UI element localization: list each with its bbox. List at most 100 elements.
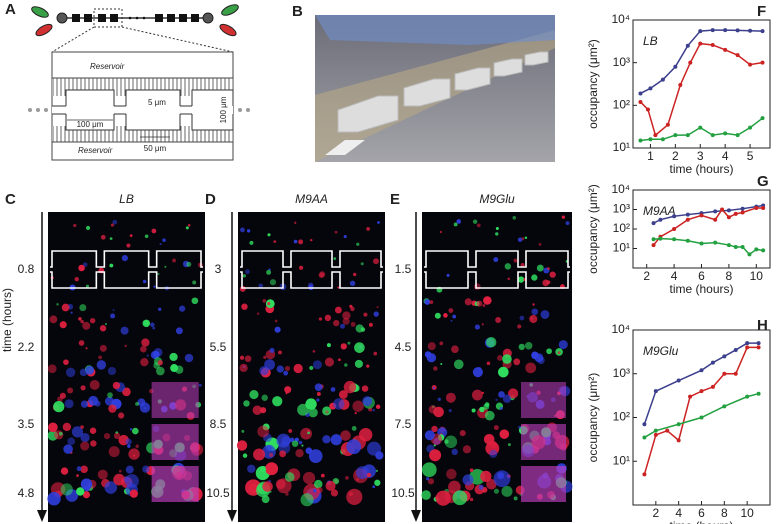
chamber — [191, 14, 199, 22]
data-point — [756, 345, 761, 350]
fluorescence-spot — [481, 391, 485, 395]
fluorescence-spot — [366, 227, 371, 231]
dot — [44, 108, 48, 112]
fluorescence-spot — [89, 427, 97, 434]
fluorescence-spot — [313, 489, 317, 493]
fluorescence-spot — [76, 474, 79, 477]
x-tick-label: 2 — [672, 149, 679, 163]
schematic: Reservoir Reservoir 100 μm 5 μm 100 μm 5… — [28, 4, 250, 161]
fluorescence-spot — [267, 233, 271, 237]
fluorescence-spot — [269, 279, 277, 286]
fluorescence-spot — [374, 479, 381, 486]
x-tick-label: 3 — [697, 149, 704, 163]
data-point — [653, 428, 658, 433]
data-point — [740, 244, 745, 249]
fluorescence-spot — [187, 223, 191, 227]
fluorescence-spot — [155, 366, 165, 376]
fluorescence-spot — [498, 366, 509, 378]
x-tick-label: 8 — [726, 269, 733, 283]
fluorescence-spot — [274, 326, 281, 333]
data-point — [723, 47, 728, 52]
fluorescence-spot — [453, 359, 464, 370]
fluorescence-spot — [312, 360, 322, 370]
fluorescence-spot — [469, 468, 474, 473]
data-point — [665, 428, 670, 433]
fluorescence-spot — [169, 352, 178, 362]
fluorescence-spot — [152, 326, 156, 330]
fluorescence-spot — [242, 453, 248, 458]
data-point — [653, 432, 658, 437]
fluorescence-spot — [249, 389, 259, 400]
fluorescence-haze — [521, 466, 566, 502]
x-tick-label: 1 — [647, 149, 654, 163]
fluorescence-haze — [151, 466, 199, 502]
fluorescence-spot — [59, 321, 67, 329]
fluorescence-spot — [531, 351, 539, 360]
micrograph-title: M9AA — [295, 192, 328, 206]
fluorescence-spot — [143, 407, 147, 410]
data-point — [740, 206, 745, 211]
panel-label: C — [5, 191, 16, 208]
time-label: 5.5 — [210, 340, 227, 354]
fluorescence-spot — [80, 385, 86, 391]
data-point — [651, 243, 656, 248]
fluorescence-spot — [325, 480, 336, 491]
x-axis-label: time (hours) — [669, 162, 733, 176]
fluorescence-spot — [431, 425, 438, 433]
block — [337, 95, 399, 133]
fluorescence-spot — [275, 479, 286, 490]
fluorescence-spot — [493, 470, 511, 488]
fluorescence-spot — [354, 412, 357, 415]
fluorescence-spot — [80, 478, 93, 490]
x-axis-label: time (hours) — [669, 282, 733, 296]
fluorescence-spot — [484, 410, 495, 421]
fluorescence-spot — [266, 269, 272, 275]
fluorescence-spot — [427, 342, 436, 351]
fluorescence-spot — [366, 472, 372, 478]
fluorescence-spot — [495, 316, 502, 323]
fluorescence-spot — [345, 476, 349, 480]
fluorescence-spot — [375, 404, 381, 409]
data-point — [660, 77, 665, 82]
data-point — [745, 345, 750, 350]
fluorescence-spot — [489, 449, 498, 458]
fluorescence-spot — [179, 305, 186, 312]
fluorescence-spot — [99, 325, 107, 332]
chamber — [72, 14, 80, 22]
data-point — [638, 138, 643, 143]
fluorescence-spot — [561, 215, 566, 219]
data-point — [713, 209, 718, 214]
fluorescence-spot — [307, 429, 310, 433]
fluorescence-spot — [184, 353, 194, 363]
fluorescence-spot — [473, 283, 481, 290]
data-point — [685, 217, 690, 222]
data-point — [648, 86, 653, 91]
data-point — [722, 404, 727, 409]
fluorescence-spot — [421, 490, 431, 500]
fluorescence-spot — [347, 341, 351, 345]
fluorescence-spot — [469, 497, 474, 502]
fluorescence-spot — [252, 405, 263, 415]
x-tick-label: 8 — [721, 506, 728, 520]
fluorescence-spot — [464, 298, 472, 306]
fluorescence-spot — [159, 243, 162, 246]
fluorescence-spot — [126, 243, 131, 248]
data-point — [658, 236, 663, 241]
fluorescence-spot — [284, 472, 295, 482]
fluorescence-spot — [261, 495, 270, 504]
fluorescence-spot — [262, 299, 267, 303]
y-tick-label: 10³ — [613, 55, 630, 69]
x-axis-label: time (hours) — [669, 519, 733, 524]
fluorescence-spot — [241, 303, 248, 310]
fluorescence-spot — [358, 428, 373, 442]
data-point — [698, 29, 703, 34]
dimension-label: 50 μm — [144, 144, 167, 153]
chamber — [98, 14, 106, 22]
fluorescence-spot — [446, 273, 450, 277]
fluorescence-spot — [495, 227, 499, 231]
fluorescence-spot — [352, 400, 364, 412]
fluorescence-spot — [361, 385, 369, 392]
fluorescence-spot — [530, 316, 534, 320]
fluorescence-spot — [565, 221, 570, 225]
fluorescence-spot — [242, 274, 246, 278]
